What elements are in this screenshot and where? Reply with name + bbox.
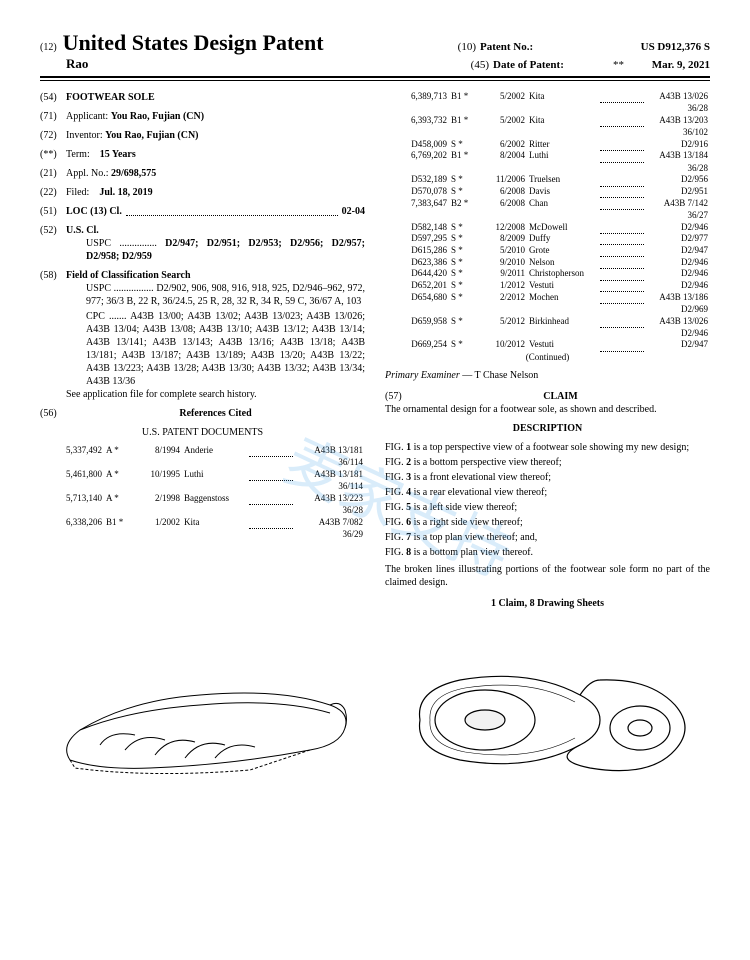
header-title: United States Design Patent [63,30,458,56]
reference-row: D669,254S *10/2012VestutiD2/947 [385,339,710,351]
code-45: (45) [471,59,489,71]
fig-line: FIG. 1 is a top perspective view of a fo… [385,441,710,454]
sole-perspective-drawing [50,650,360,790]
field-56: (56) References Cited U.S. PATENT DOCUME… [40,407,365,541]
sole-bottom-drawing [390,650,700,790]
fig-line: FIG. 3 is a front elevational view there… [385,471,710,484]
field-22: (22) Filed: Jul. 18, 2019 [40,186,365,199]
priority-stars: ** [613,59,624,71]
field-term: (**) Term: 15 Years [40,148,365,161]
reference-row: D644,420S *9/2011ChristophersonD2/946 [385,268,710,280]
field-51: (51) LOC (13) Cl. 02-04 [40,205,365,218]
field-54: (54) FOOTWEAR SOLE [40,91,365,104]
reference-row: D532,189S *11/2006TruelsenD2/956 [385,174,710,186]
patent-date: Mar. 9, 2021 [630,59,710,71]
reference-row: D570,078S *6/2008DavisD2/951 [385,186,710,198]
broken-lines-note: The broken lines illustrating portions o… [385,563,710,589]
description-title: DESCRIPTION [385,422,710,435]
reference-row: D659,958S *5/2012BirkinheadA43B 13/026 [385,316,710,328]
reference-row: 5,713,140A *2/1998BaggenstossA43B 13/223 [40,493,365,505]
continued-label: (Continued) [385,352,710,364]
reference-row: 6,338,206B1 *1/2002KitaA43B 7/082 [40,517,365,529]
field-52: (52) U.S. Cl. USPC ............... D2/94… [40,224,365,263]
field-58: (58) Field of Classification Search USPC… [40,269,365,401]
patent-no: US D912,376 S [600,41,710,53]
claim-header: (57) CLAIM [385,390,710,403]
examiner: Primary Examiner — T Chase Nelson [385,369,710,382]
fig-line: FIG. 2 is a bottom perspective view ther… [385,456,710,469]
code-10: (10) [458,41,476,53]
fig-line: FIG. 5 is a left side view thereof; [385,501,710,514]
fig-line: FIG. 7 is a top plan view thereof; and, [385,531,710,544]
fig-line: FIG. 8 is a bottom plan view thereof. [385,546,710,559]
date-label: Date of Patent: [493,59,613,71]
header-rule [40,80,710,81]
reference-row: 6,389,713B1 *5/2002KitaA43B 13/026 [385,91,710,103]
references-table-2: 6,389,713B1 *5/2002KitaA43B 13/02636/286… [385,91,710,352]
patent-no-label: Patent No.: [480,41,600,53]
reference-row: D615,286S *5/2010GroteD2/947 [385,245,710,257]
field-71: (71) Applicant: You Rao, Fujian (CN) [40,110,365,123]
left-column: (54) FOOTWEAR SOLE (71) Applicant: You R… [40,91,365,610]
reference-row: 7,383,647B2 *6/2008ChanA43B 7/142 [385,198,710,210]
reference-row: 6,769,202B1 *8/2004LuthiA43B 13/184 [385,150,710,162]
claim-text: The ornamental design for a footwear sol… [385,403,710,416]
references-table-1: 5,337,492A *8/1994AnderieA43B 13/18136/1… [40,445,365,541]
reference-row: D623,386S *9/2010NelsonD2/946 [385,257,710,269]
reference-row: D654,680S *2/2012MochenA43B 13/186 [385,292,710,304]
fig-line: FIG. 6 is a right side view thereof; [385,516,710,529]
reference-row: D458,009S *6/2002RitterD2/916 [385,139,710,151]
reference-row: 6,393,732B1 *5/2002KitaA43B 13/203 [385,115,710,127]
reference-row: 5,461,800A *10/1995LuthiA43B 13/181 [40,469,365,481]
patent-header: (12) United States Design Patent (10) Pa… [40,30,710,78]
reference-row: D582,148S *12/2008McDowellD2/946 [385,222,710,234]
right-column: 6,389,713B1 *5/2002KitaA43B 13/02636/286… [385,91,710,610]
field-21: (21) Appl. No.: 29/698,575 [40,167,365,180]
patent-drawings [40,650,710,790]
reference-row: D652,201S *1/2012VestutiD2/946 [385,280,710,292]
figure-descriptions: FIG. 1 is a top perspective view of a fo… [385,441,710,559]
field-72: (72) Inventor: You Rao, Fujian (CN) [40,129,365,142]
fig-line: FIG. 4 is a rear elevational view thereo… [385,486,710,499]
reference-row: 5,337,492A *8/1994AnderieA43B 13/181 [40,445,365,457]
us-patent-docs-title: U.S. PATENT DOCUMENTS [40,426,365,439]
inventor-name: Rao [66,56,471,72]
reference-row: D597,295S *8/2009DuffyD2/977 [385,233,710,245]
two-column-body: (54) FOOTWEAR SOLE (71) Applicant: You R… [40,91,710,610]
claim-count: 1 Claim, 8 Drawing Sheets [385,597,710,610]
code-12: (12) [40,42,57,53]
